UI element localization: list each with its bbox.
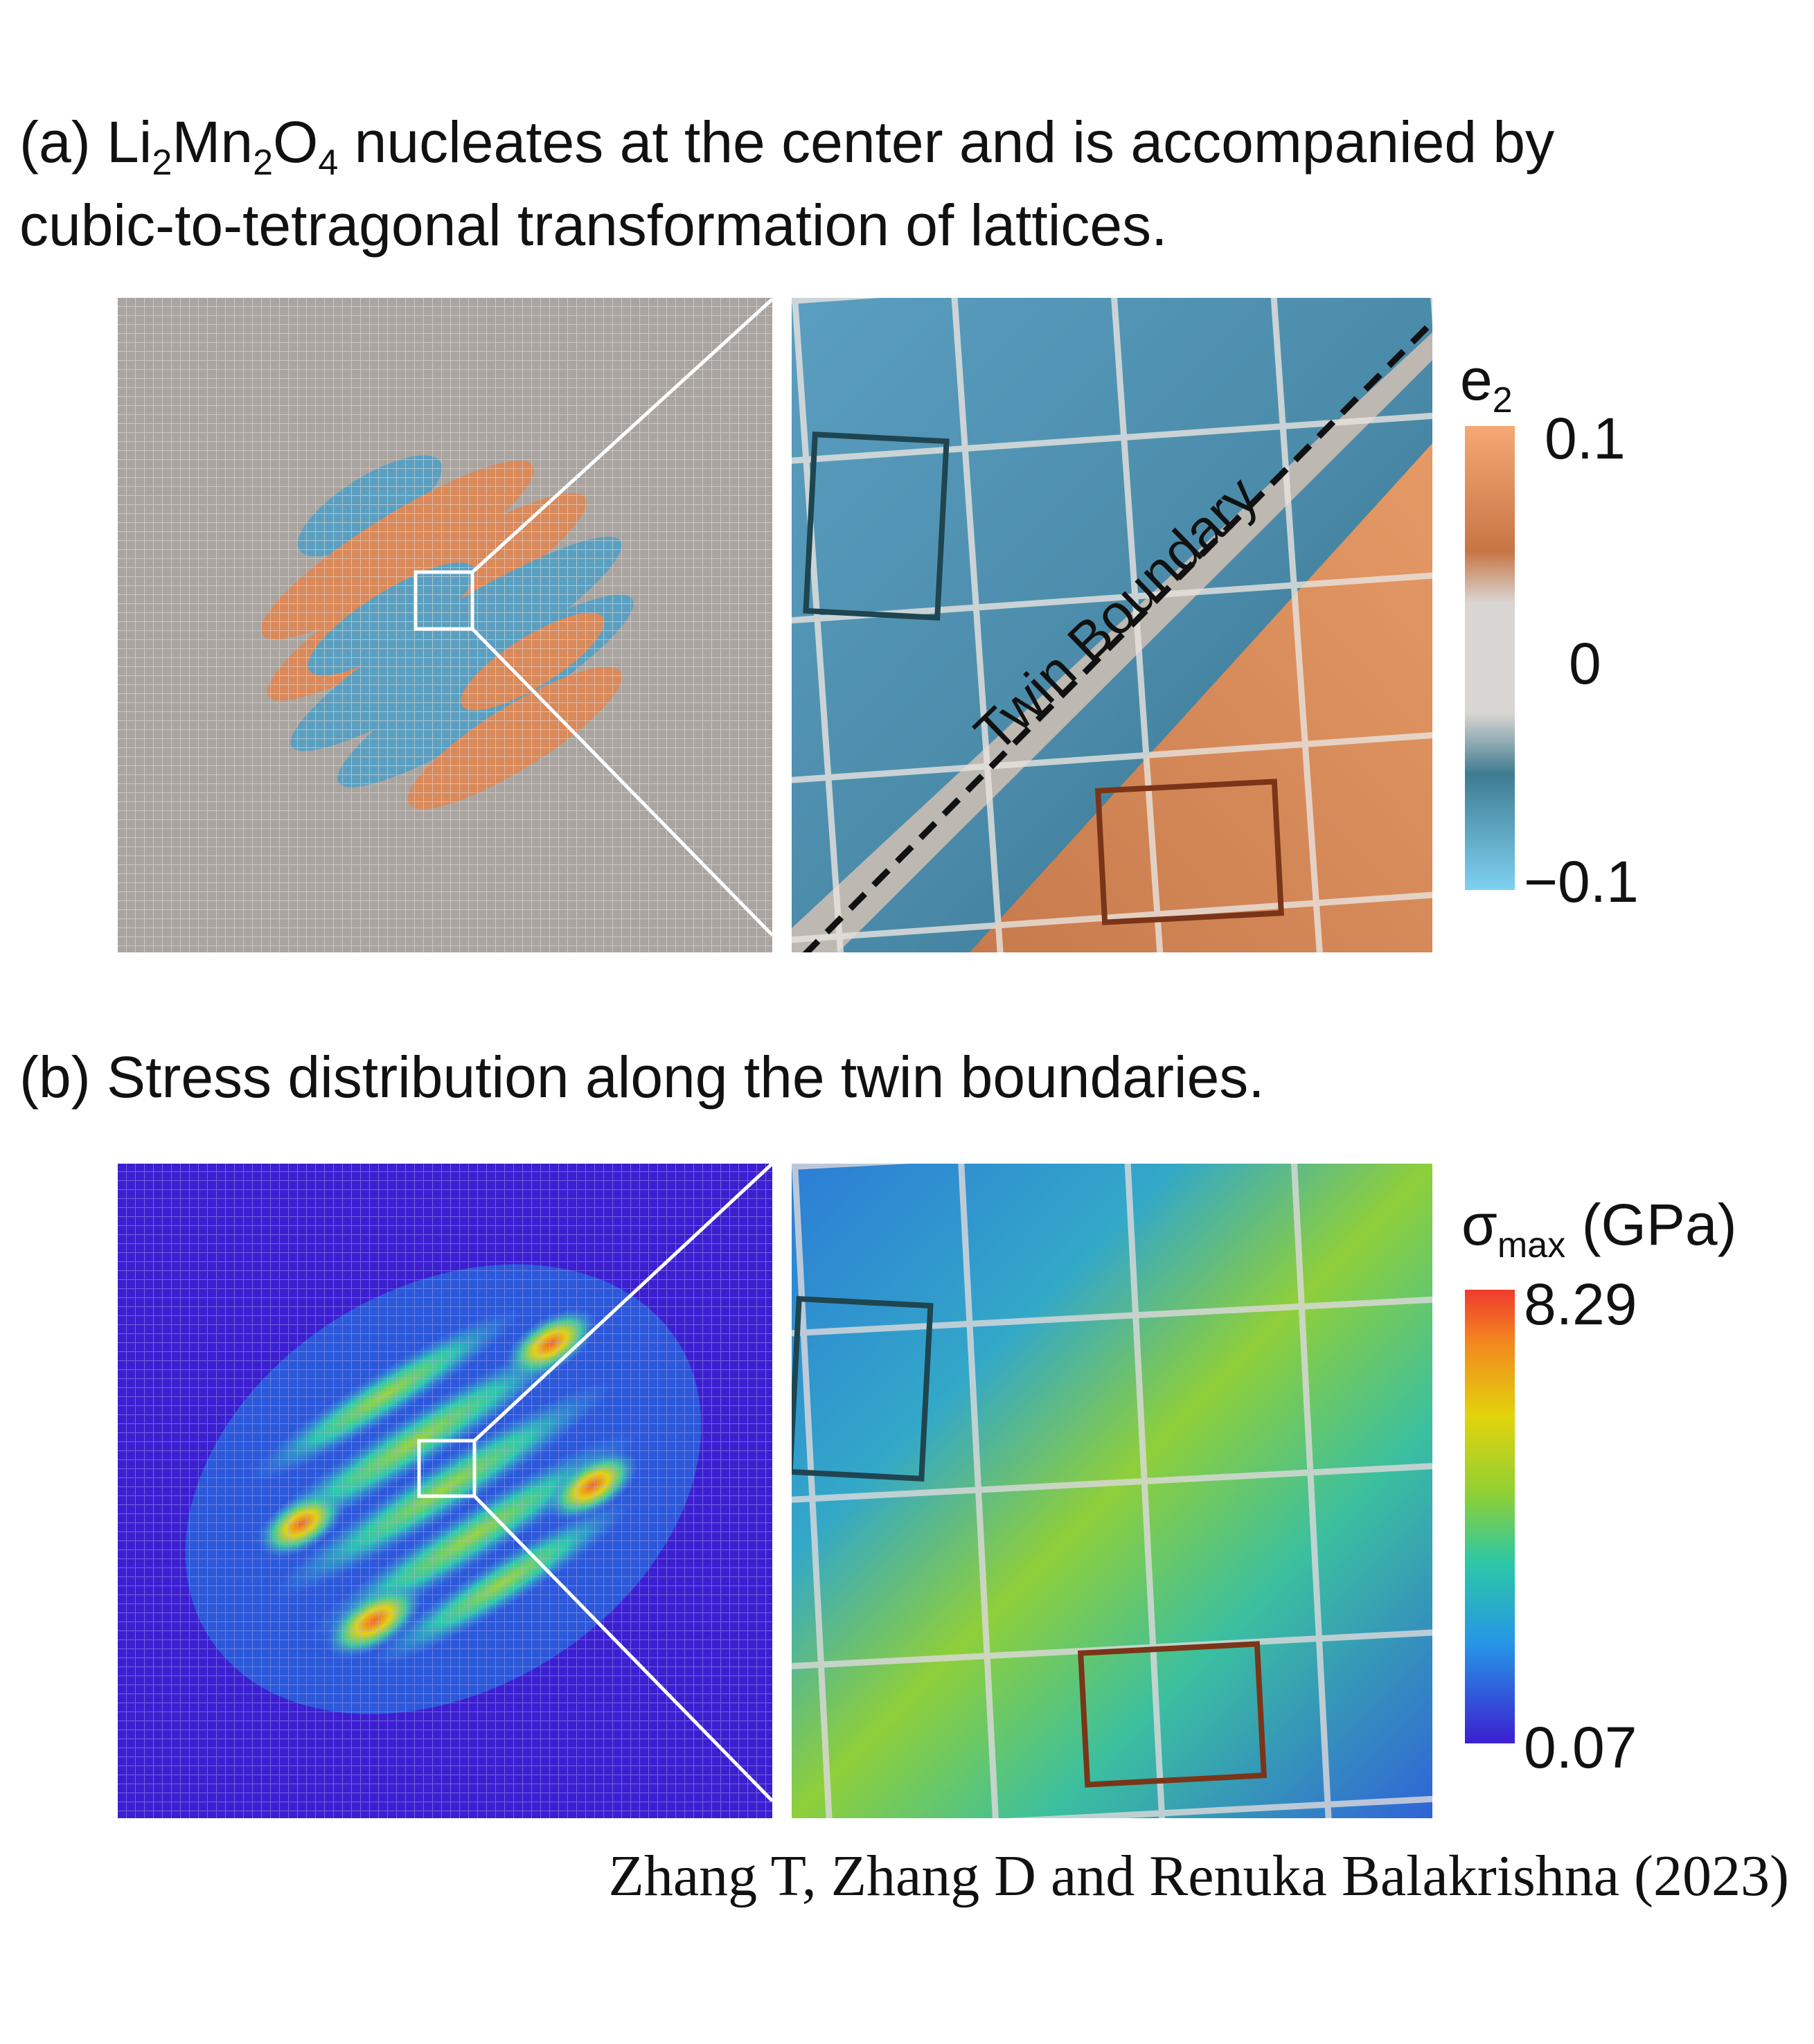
caption-text: nucleates at the center and is accompani… <box>338 109 1555 175</box>
overview-map-a <box>118 298 774 952</box>
unit-cell-box-orange <box>1094 779 1285 925</box>
unit-cell-box-orange <box>1077 1641 1268 1788</box>
panel-a-caption: (a) Li2Mn2O4 nucleates at the center and… <box>19 104 1554 201</box>
caption-text: (a) Li <box>19 109 152 175</box>
colorbar-a-tick-max: 0.1 <box>1545 406 1626 471</box>
colorbar-b-title: σmax (GPa) <box>1461 1191 1737 1266</box>
colorbar-a-title-main: e <box>1460 347 1493 412</box>
colorbar-b-title-main: σ <box>1461 1192 1497 1257</box>
caption-text: O <box>273 109 319 175</box>
panel-b-figure <box>118 1162 1515 1818</box>
colorbar-b-tick-min: 0.07 <box>1524 1715 1637 1780</box>
colorbar-a-tick-min: −0.1 <box>1524 849 1639 914</box>
colorbar-b <box>1465 1290 1515 1743</box>
overview-map-b <box>118 1162 774 1818</box>
caption-sub: 4 <box>318 142 339 183</box>
colorbar-b-tick-max: 8.29 <box>1524 1272 1637 1337</box>
zoom-map-b <box>792 1164 1432 1818</box>
caption-text: Mn <box>172 109 254 175</box>
caption-sub: 2 <box>152 142 172 183</box>
caption-sub: 2 <box>253 142 274 183</box>
panel-b-caption: (b) Stress distribution along the twin b… <box>19 1045 1265 1110</box>
colorbar-b-title-sub: max <box>1497 1225 1566 1265</box>
panel-a-figure: Twin Boundary <box>118 298 1515 952</box>
zoom-map-a: Twin Boundary <box>792 298 1432 952</box>
colorbar-a <box>1465 426 1515 890</box>
unit-cell-box-blue <box>803 431 950 621</box>
colorbar-b-title-unit: (GPa) <box>1565 1192 1737 1257</box>
colorbar-a-tick-mid: 0 <box>1569 631 1601 696</box>
panel-a-caption-line2: cubic-to-tetragonal transformation of la… <box>19 193 1168 258</box>
colorbar-a-title: e2 <box>1460 346 1513 421</box>
figure-credit: Zhang T, Zhang D and Renuka Balakrishna … <box>608 1844 1789 1908</box>
colorbar-a-title-sub: 2 <box>1492 380 1513 420</box>
unit-cell-box-blue <box>792 1295 934 1482</box>
